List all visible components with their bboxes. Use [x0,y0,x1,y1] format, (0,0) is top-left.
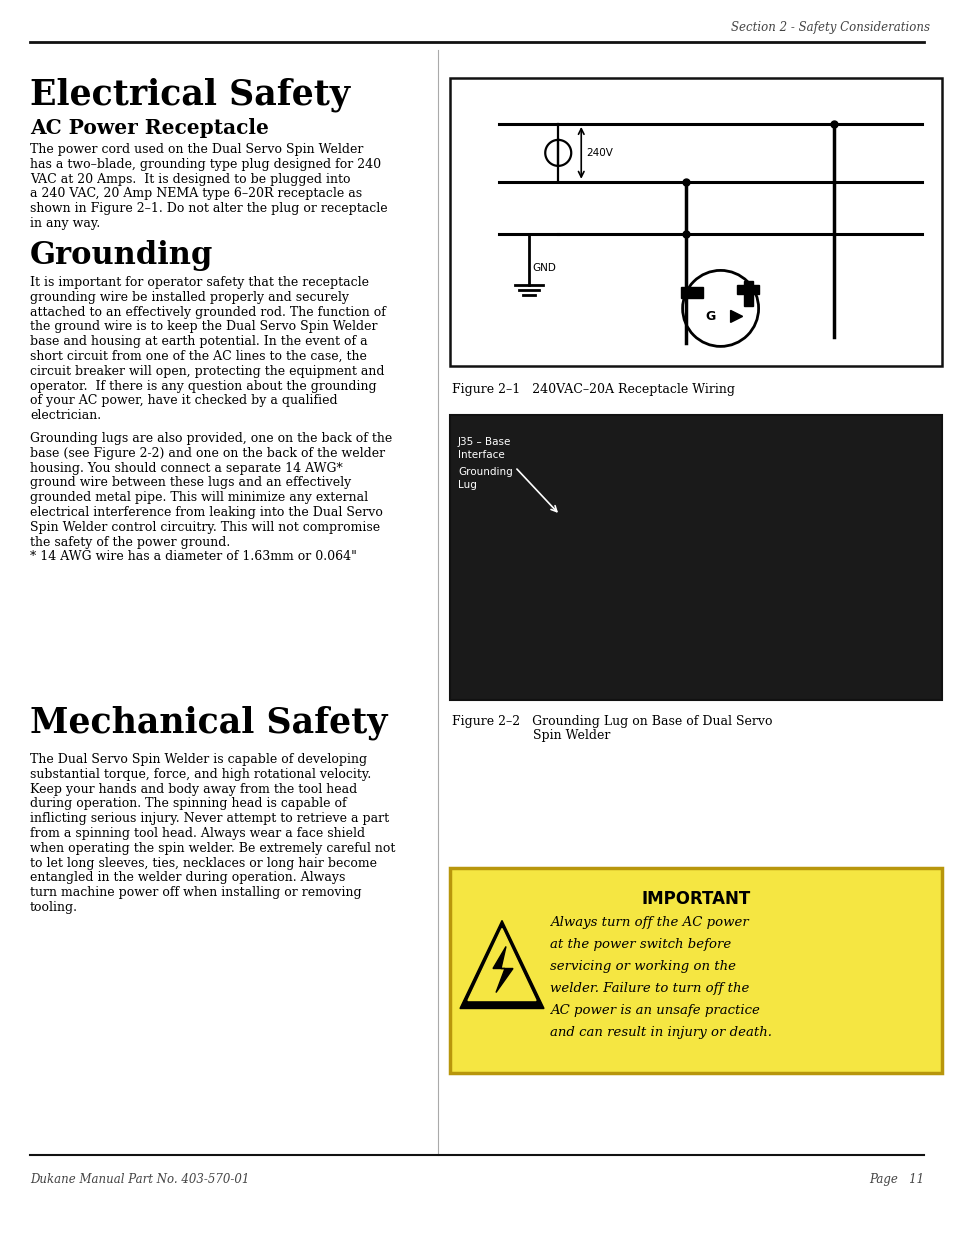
Text: the ground wire is to keep the Dual Servo Spin Welder: the ground wire is to keep the Dual Serv… [30,320,377,333]
Text: operator.  If there is any question about the grounding: operator. If there is any question about… [30,379,376,393]
Text: IMPORTANT: IMPORTANT [640,890,750,908]
Text: grounded metal pipe. This will minimize any external: grounded metal pipe. This will minimize … [30,492,368,504]
Text: shown in Figure 2–1. Do not alter the plug or receptacle: shown in Figure 2–1. Do not alter the pl… [30,203,387,215]
Text: G: G [704,310,715,322]
Text: AC Power Receptacle: AC Power Receptacle [30,119,269,138]
Text: base (see Figure 2-2) and one on the back of the welder: base (see Figure 2-2) and one on the bac… [30,447,385,459]
Text: entangled in the welder during operation. Always: entangled in the welder during operation… [30,872,345,884]
Text: Interface: Interface [457,450,504,459]
Text: servicing or working on the: servicing or working on the [550,960,735,973]
Polygon shape [730,310,741,322]
Text: electrical interference from leaking into the Dual Servo: electrical interference from leaking int… [30,506,382,519]
Text: ground wire between these lugs and an effectively: ground wire between these lugs and an ef… [30,477,351,489]
FancyBboxPatch shape [450,78,941,366]
Text: and can result in injury or death.: and can result in injury or death. [550,1026,771,1039]
Polygon shape [493,946,513,993]
Text: Spin Welder control circuitry. This will not compromise: Spin Welder control circuitry. This will… [30,521,379,534]
Text: GND: GND [532,263,556,273]
Text: short circuit from one of the AC lines to the case, the: short circuit from one of the AC lines t… [30,350,367,363]
Text: 240V: 240V [586,148,613,158]
Text: at the power switch before: at the power switch before [550,939,731,951]
Text: to let long sleeves, ties, necklaces or long hair become: to let long sleeves, ties, necklaces or … [30,857,376,869]
Text: has a two–blade, grounding type plug designed for 240: has a two–blade, grounding type plug des… [30,158,381,170]
Text: welder. Failure to turn off the: welder. Failure to turn off the [550,982,749,995]
Text: substantial torque, force, and high rotational velocity.: substantial torque, force, and high rota… [30,768,371,781]
Text: Page   11: Page 11 [868,1173,923,1186]
Polygon shape [468,929,536,1000]
Text: Grounding: Grounding [30,240,213,270]
Text: grounding wire be installed properly and securely: grounding wire be installed properly and… [30,290,349,304]
Text: Keep your hands and body away from the tool head: Keep your hands and body away from the t… [30,783,356,795]
Text: Mechanical Safety: Mechanical Safety [30,706,387,741]
Text: the safety of the power ground.: the safety of the power ground. [30,536,230,548]
Text: attached to an effectively grounded rod. The function of: attached to an effectively grounded rod.… [30,305,385,319]
Polygon shape [459,920,543,1009]
Text: Grounding lugs are also provided, one on the back of the: Grounding lugs are also provided, one on… [30,432,392,445]
Text: The power cord used on the Dual Servo Spin Welder: The power cord used on the Dual Servo Sp… [30,143,363,156]
Text: Dukane Manual Part No. 403-570-01: Dukane Manual Part No. 403-570-01 [30,1173,249,1186]
Text: during operation. The spinning head is capable of: during operation. The spinning head is c… [30,798,346,810]
Text: Figure 2–1   240VAC–20A Receptacle Wiring: Figure 2–1 240VAC–20A Receptacle Wiring [452,383,734,396]
Text: Grounding: Grounding [457,467,512,477]
Text: circuit breaker will open, protecting the equipment and: circuit breaker will open, protecting th… [30,364,384,378]
Text: Electrical Safety: Electrical Safety [30,78,350,112]
Text: The Dual Servo Spin Welder is capable of developing: The Dual Servo Spin Welder is capable of… [30,753,367,766]
Text: Figure 2–2   Grounding Lug on Base of Dual Servo: Figure 2–2 Grounding Lug on Base of Dual… [452,715,772,727]
Text: housing. You should connect a separate 14 AWG*: housing. You should connect a separate 1… [30,462,342,474]
Text: base and housing at earth potential. In the event of a: base and housing at earth potential. In … [30,335,367,348]
Text: J35 – Base: J35 – Base [457,437,511,447]
Text: Section 2 - Safety Considerations: Section 2 - Safety Considerations [730,21,929,35]
Text: Spin Welder: Spin Welder [533,729,610,742]
Text: in any way.: in any way. [30,217,100,230]
Text: VAC at 20 Amps.  It is designed to be plugged into: VAC at 20 Amps. It is designed to be plu… [30,173,350,185]
Text: Lug: Lug [457,480,476,490]
Text: It is important for operator safety that the receptacle: It is important for operator safety that… [30,275,369,289]
Text: inflicting serious injury. Never attempt to retrieve a part: inflicting serious injury. Never attempt… [30,813,389,825]
Text: from a spinning tool head. Always wear a face shield: from a spinning tool head. Always wear a… [30,827,365,840]
FancyBboxPatch shape [450,868,941,1073]
Text: when operating the spin welder. Be extremely careful not: when operating the spin welder. Be extre… [30,842,395,855]
Text: of your AC power, have it checked by a qualified: of your AC power, have it checked by a q… [30,394,337,408]
FancyBboxPatch shape [450,415,941,700]
FancyBboxPatch shape [736,285,758,294]
Text: * 14 AWG wire has a diameter of 1.63mm or 0.064": * 14 AWG wire has a diameter of 1.63mm o… [30,551,356,563]
Text: AC power is an unsafe practice: AC power is an unsafe practice [550,1004,760,1016]
Text: Always turn off the AC power: Always turn off the AC power [550,916,748,929]
FancyBboxPatch shape [679,288,701,299]
Text: electrician.: electrician. [30,409,101,422]
Text: tooling.: tooling. [30,902,78,914]
FancyBboxPatch shape [742,282,752,306]
Text: turn machine power off when installing or removing: turn machine power off when installing o… [30,887,361,899]
Text: a 240 VAC, 20 Amp NEMA type 6–20R receptacle as: a 240 VAC, 20 Amp NEMA type 6–20R recept… [30,188,362,200]
